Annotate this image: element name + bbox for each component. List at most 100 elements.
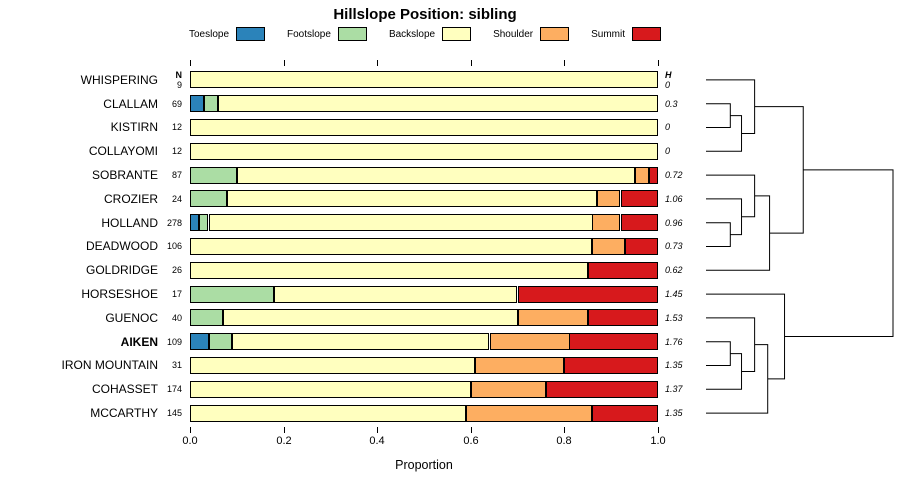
bar-segment-footslope [204,95,218,113]
x-axis-tick-bottom [190,427,191,433]
h-value: 0.96 [662,211,702,235]
bar-segment-shoulder [592,238,625,255]
legend-label: Footslope [287,28,331,40]
n-value: 17 [158,282,186,306]
bar-segment-backslope [190,380,471,398]
bar-segment-shoulder [597,190,620,208]
legend-swatch [236,27,266,41]
legend-label: Summit [591,28,626,40]
bar-segment-backslope [232,333,489,351]
bar-segment-backslope [218,95,658,113]
n-value: 174 [158,377,186,401]
bar-row [190,285,658,303]
h-value: 0.73 [662,235,702,259]
n-count: 109 [166,336,182,347]
dendrogram-link [754,106,804,234]
bar-segment-shoulder [475,357,564,374]
n-count: 31 [171,360,182,371]
h-index: 0 [665,146,671,157]
dendrogram-link [706,198,743,236]
bar-row [190,404,658,422]
bar-segment-summit [621,214,658,232]
bar-segment-backslope [190,71,658,89]
chart-title: Hillslope Position: sibling [333,6,517,23]
h-index: 0 [665,79,671,90]
bar-segment-backslope [223,309,518,327]
row-label: CLALLAM [103,96,158,111]
bar-segment-shoulder [466,404,592,422]
bar-segment-summit [518,285,658,303]
n-count: 174 [166,384,182,395]
bar-row [190,95,658,113]
n-value: 69 [158,92,186,116]
legend-item: Shoulder [493,27,570,41]
h-index: 0.96 [665,217,683,228]
bar-segment-summit [546,380,658,398]
bar-segment-toeslope [190,95,204,113]
bar-segment-summit [588,309,658,327]
bar-segment-backslope [190,238,592,255]
h-index: 1.06 [665,193,683,204]
x-axis-tick-bottom [658,427,659,433]
dendrogram-link [706,353,743,390]
n-count: 278 [166,217,182,228]
legend-label: Backslope [388,28,436,40]
dendrogram-link [706,344,769,414]
bar-row [190,71,658,89]
n-count: 9 [176,79,182,90]
legend-swatch [540,27,570,41]
legend-item: Toeslope [189,27,266,41]
bar-segment-summit [649,166,658,184]
bar-segment-shoulder [490,333,570,351]
bar-segment-backslope [274,285,517,303]
h-value: 0 [662,139,702,163]
n-count: 106 [166,241,182,252]
x-axis-tick-bottom [471,427,472,433]
n-value: 278 [158,211,186,235]
bar-row [190,238,658,255]
legend: Toeslope Footslope Backslope Shoulder Summit [0,27,850,41]
dendrogram-link [706,222,731,247]
bar-row [190,380,658,398]
x-axis-tick-bottom [284,427,285,433]
bar-segment-footslope [199,214,208,232]
h-value: 1.35 [662,354,702,378]
bar-segment-summit [592,404,658,422]
h-index: 0.3 [665,98,678,109]
bar-segment-footslope [190,285,274,303]
bar-row [190,357,658,374]
h-value: 1.35 [662,401,702,425]
x-axis-tick-label: 1.0 [650,435,666,447]
bar-segment-shoulder [471,380,546,398]
dendrogram-link [706,317,756,372]
n-count: 69 [171,98,182,109]
h-value: 0.3 [662,92,702,116]
dendrogram-link [706,174,756,218]
x-axis-tick-top [377,60,378,66]
h-value: 1.37 [662,377,702,401]
bar-segment-summit [564,357,658,374]
n-value: 106 [158,235,186,259]
row-label: AIKEN [120,334,158,349]
dendrogram-link [784,169,894,337]
bar-segment-backslope [227,190,597,208]
legend-item: Backslope [388,27,472,41]
bar-segment-footslope [190,190,227,208]
x-axis-tick-label: 0.8 [556,435,572,447]
row-label: KISTIRN [110,120,158,135]
row-label: SOBRANTE [91,168,158,183]
bar-segment-summit [569,333,658,351]
x-axis-tick-label: 0.4 [369,435,385,447]
x-axis-tick-top [658,60,659,66]
bar-row [190,166,658,184]
dendrogram-link [706,341,731,366]
x-axis-tick-label: 0.2 [276,435,292,447]
n-value: 31 [158,354,186,378]
legend-item: Footslope [287,27,367,41]
h-index: 0.72 [665,170,683,181]
bar-row [190,333,658,351]
n-count: 145 [166,408,182,419]
